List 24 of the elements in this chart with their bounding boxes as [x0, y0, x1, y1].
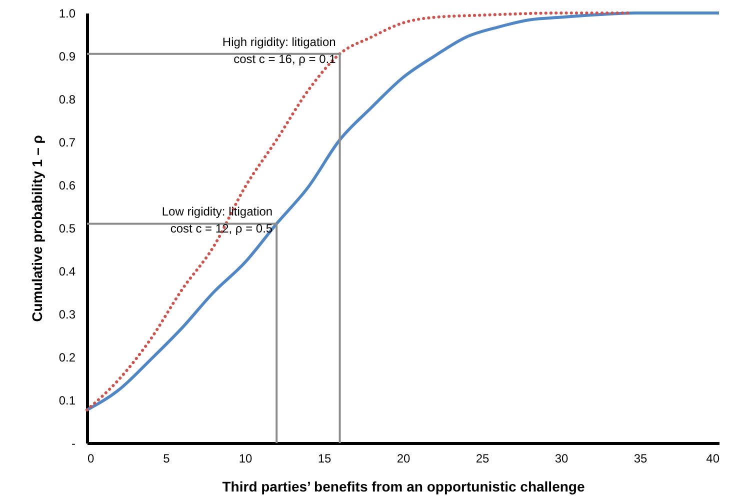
y-tick-label: 0.5 [58, 222, 76, 236]
y-tick-label: 1.0 [58, 6, 76, 20]
y-tick-label: 0.8 [58, 92, 76, 106]
x-tick-label: 20 [396, 452, 410, 466]
x-tick-label: 30 [554, 452, 568, 466]
y-tick-label: 0.6 [58, 178, 76, 192]
y-tick-label: 0.9 [58, 50, 76, 64]
y-tick-label: 0.3 [58, 308, 76, 322]
x-tick-label: 10 [238, 452, 252, 466]
y-tick-label: 0.1 [58, 394, 76, 408]
y-tick-label: 0.7 [58, 136, 76, 150]
y-tick-label: 0.2 [58, 350, 76, 364]
y-axis-title: Cumulative probability 1 – ρ [28, 134, 45, 322]
x-tick-label: 40 [706, 452, 720, 466]
x-tick-label: 15 [318, 452, 332, 466]
y-tick-label: 0.4 [58, 264, 76, 278]
x-tick-label: 0 [88, 452, 94, 466]
y-tick-label: - [72, 436, 76, 450]
x-tick-label: 5 [163, 452, 170, 466]
x-tick-label: 35 [634, 452, 648, 466]
annotation: High rigidity: litigation cost c = 16, ρ = 0.1 [222, 34, 336, 66]
x-axis-title: Third parties’ benefits from an opportunistic challenge [222, 478, 585, 494]
annotation: Low rigidity: litigation cost c = 12, ρ = 0.5 [162, 204, 273, 236]
x-tick-label: 25 [476, 452, 490, 466]
